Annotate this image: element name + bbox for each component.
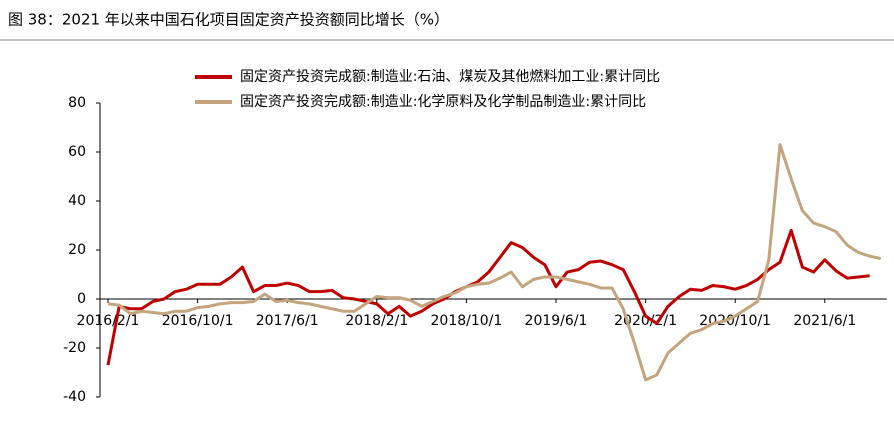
y-tick-label: 0 xyxy=(77,291,86,307)
x-tick-label: 2018/2/1 xyxy=(345,313,408,329)
series-line xyxy=(107,143,882,382)
x-tick-label: 2016/2/1 xyxy=(77,313,140,329)
x-tick-label: 2021/6/1 xyxy=(793,313,856,329)
x-tick-label: 2017/6/1 xyxy=(256,313,319,329)
y-tick-label: -20 xyxy=(63,340,86,356)
x-tick-label: 2016/10/1 xyxy=(162,313,234,329)
chart-title: 图 38：2021 年以来中国石化项目固定资产投资额同比增长（%） xyxy=(8,11,449,29)
series-line xyxy=(106,228,870,366)
x-tick-label: 2019/6/1 xyxy=(525,313,588,329)
legend-label: 固定资产投资完成额:制造业:化学原料及化学制品制造业:累计同比 xyxy=(240,94,646,110)
y-tick-label: 60 xyxy=(68,144,86,160)
y-tick-label: 40 xyxy=(68,193,86,209)
x-tick-label: 2018/10/1 xyxy=(431,313,503,329)
y-tick-label: 20 xyxy=(68,242,86,258)
legend-label: 固定资产投资完成额:制造业:石油、煤炭及其他燃料加工业:累计同比 xyxy=(240,68,660,85)
x-tick-label: 2020/10/1 xyxy=(699,313,771,329)
y-tick-label: 80 xyxy=(68,95,86,111)
y-tick-label: -40 xyxy=(63,389,86,405)
